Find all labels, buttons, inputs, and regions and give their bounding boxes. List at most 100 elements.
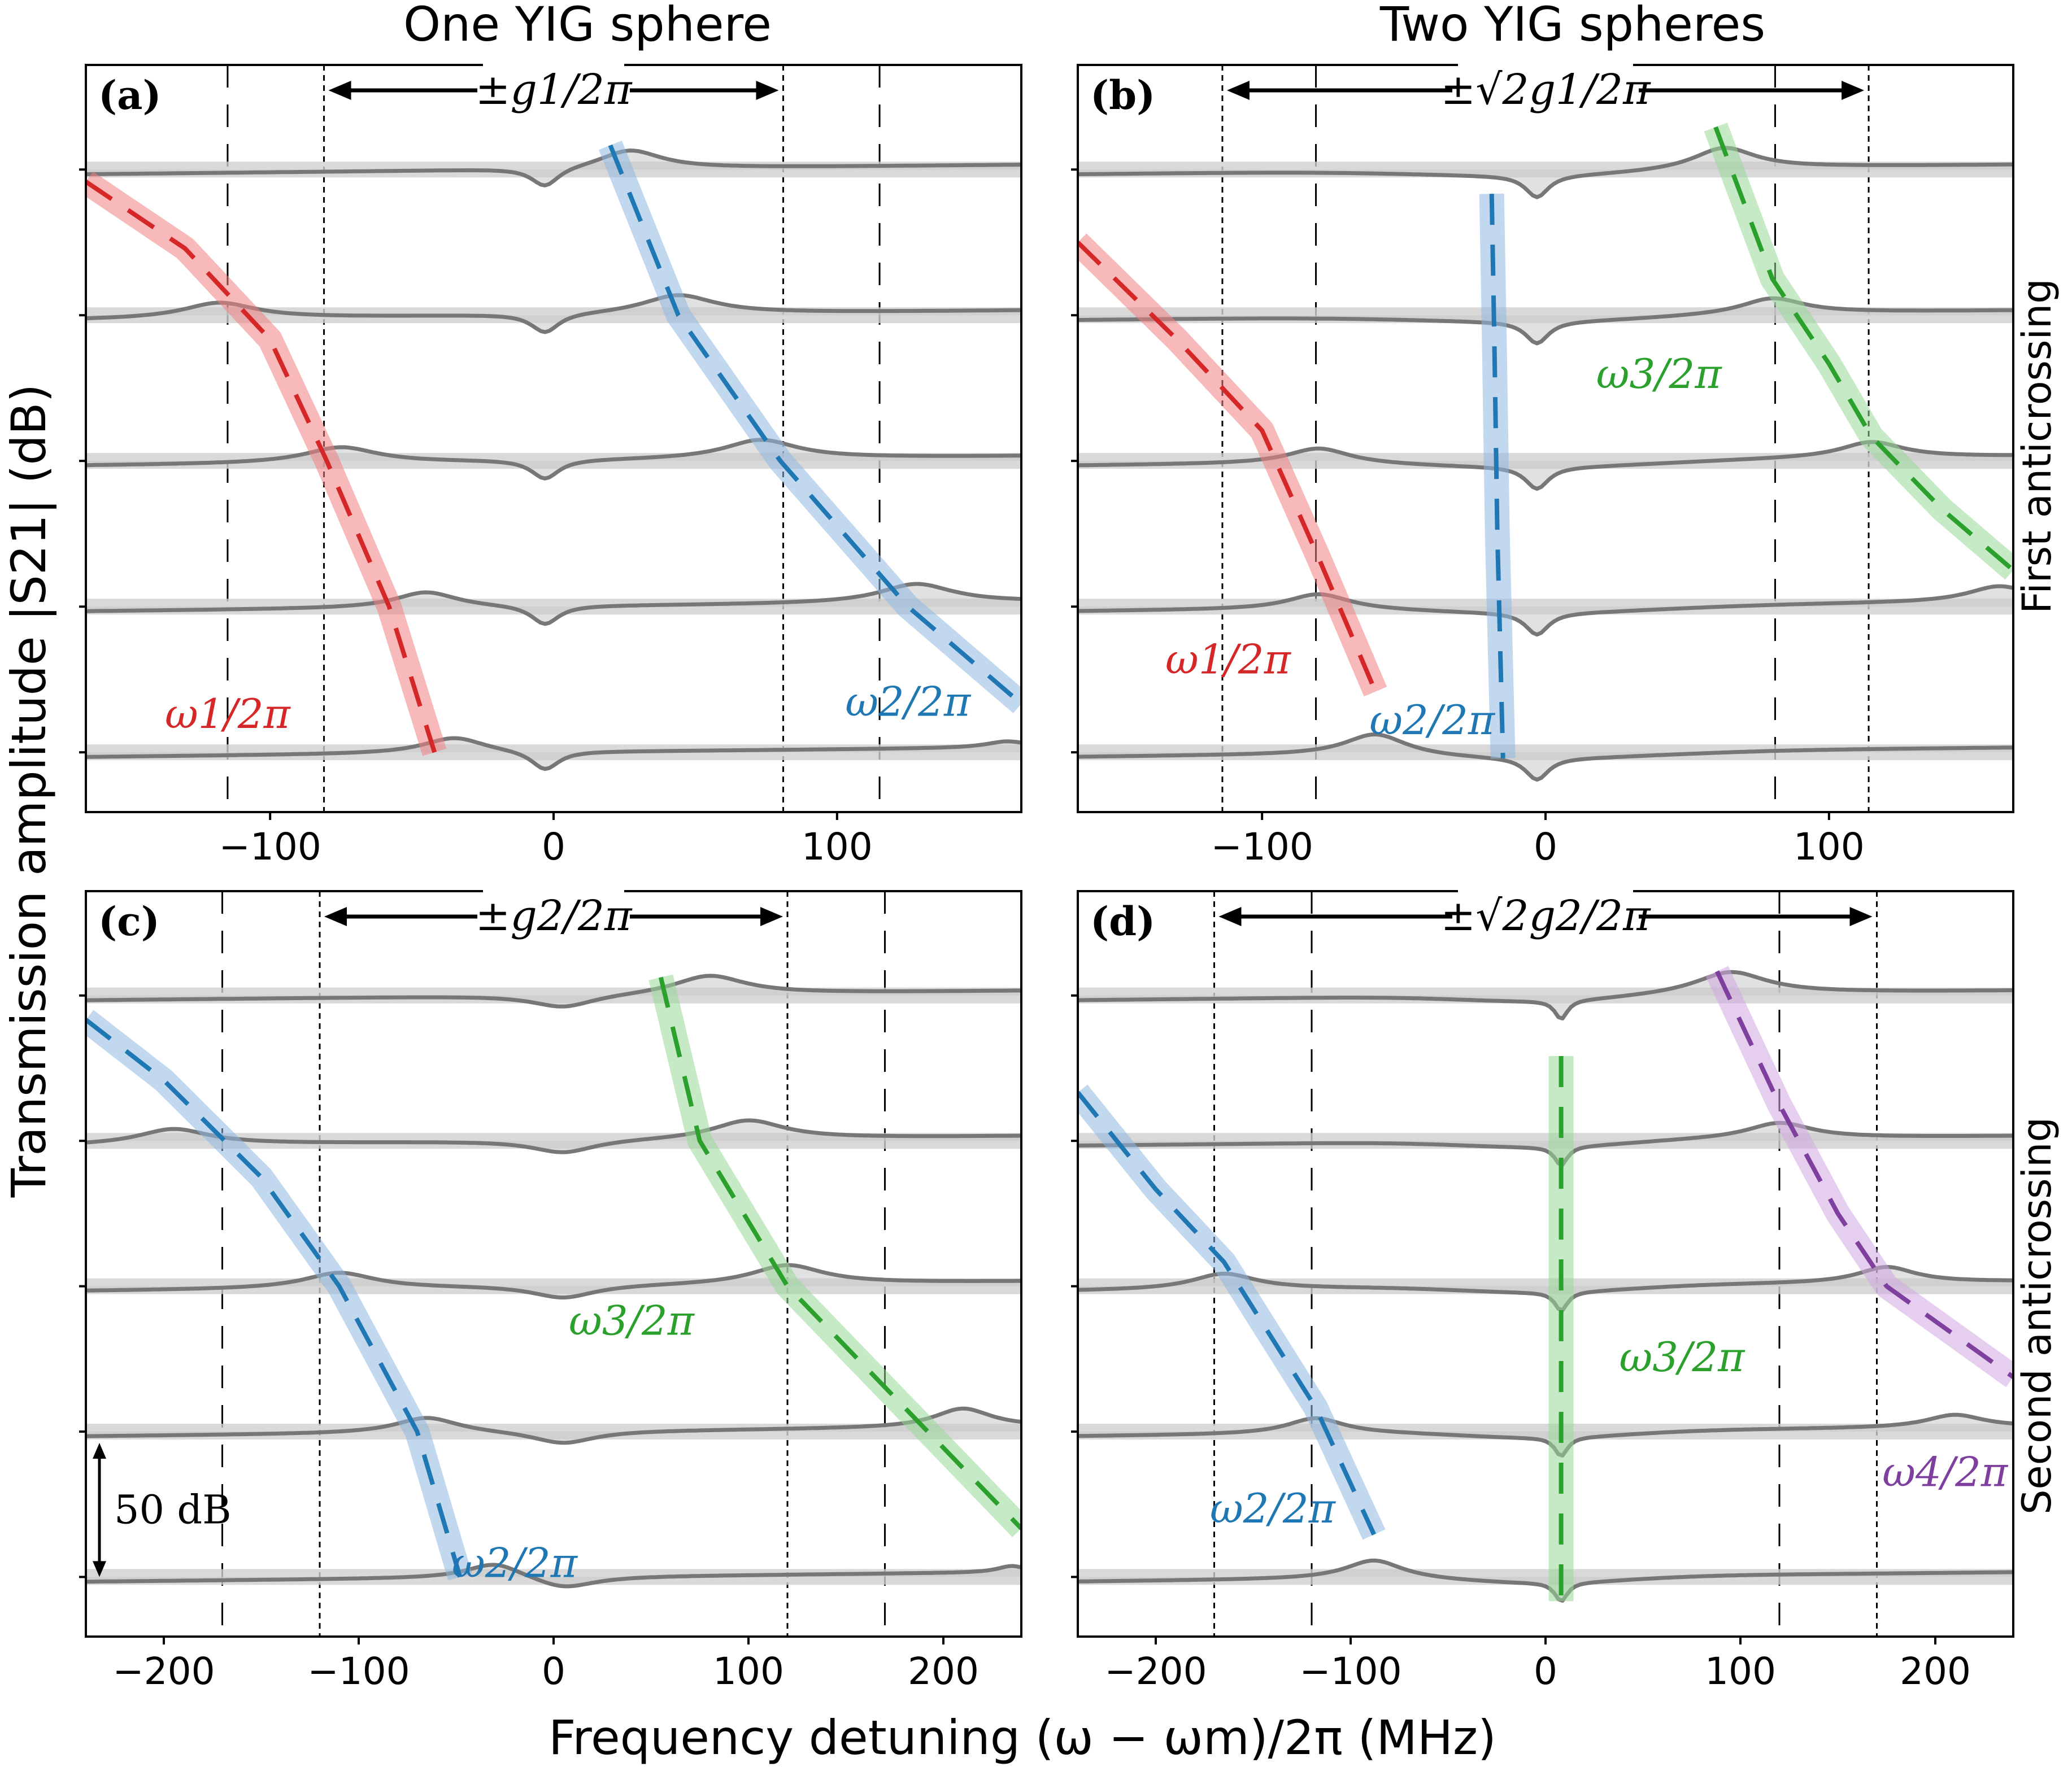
gap-label: ±√2g2/2π: [1440, 892, 1651, 940]
mode-dashed-line: [86, 180, 437, 753]
panel-b: ω1/2π ω2/2π ω3/2π −100 0 100 (b) ±√2g1/2π: [1071, 63, 2014, 869]
gap-annotation: ±√2g1/2π: [1226, 63, 1865, 114]
x-tick-label: 0: [1534, 825, 1557, 869]
gap-arrow-head-left: [328, 81, 351, 100]
trace-fill: [1078, 442, 2013, 489]
gap-arrow-head-right: [1842, 81, 1865, 100]
plot-area: [1078, 65, 2013, 812]
trace-line: [86, 1118, 1021, 1154]
gap-arrow-head-left: [1218, 907, 1242, 926]
x-tick-label: 200: [1900, 1650, 1971, 1693]
plot-area: [1078, 891, 2013, 1637]
trace-line: [1078, 146, 2013, 199]
x-tick-label: −200: [1104, 1650, 1207, 1693]
plot-area: [86, 65, 1021, 812]
panel-label: (c): [98, 898, 160, 945]
trace-fill: [86, 1408, 1021, 1443]
x-tick-label: 0: [542, 1650, 565, 1693]
mode-label: ω2/2π: [1210, 1485, 1337, 1532]
gap-annotation: ±g2/2π: [324, 889, 783, 940]
trace-line: [1078, 732, 2013, 782]
x-tick-label: −200: [112, 1650, 215, 1693]
gap-annotation: ±√2g2/2π: [1218, 889, 1873, 940]
trace-line: [86, 582, 1021, 626]
gap-arrow-head-left: [324, 907, 347, 926]
y-axis-label: Transmission amplitude |S21| (dB): [1, 384, 56, 1198]
mode-band: [1078, 1084, 1386, 1540]
trace-line: [86, 1406, 1021, 1445]
mode-label: ω3/2π: [569, 1297, 695, 1344]
mode-label: ω1/2π: [1165, 635, 1292, 683]
gap-label-bg: [1458, 63, 1633, 108]
mode-band: [648, 974, 1021, 1537]
trace-line: [1078, 296, 2013, 346]
trace-fill: [86, 738, 1021, 769]
mode-band: [1705, 966, 2013, 1388]
mode-label: ω3/2π: [1596, 350, 1723, 398]
col-title-right: Two YIG spheres: [1379, 0, 1765, 52]
plot-area: [86, 891, 1021, 1637]
gap-label-bg: [1458, 889, 1633, 935]
trace-fill: [1078, 734, 2013, 780]
gap-label-bg: [483, 889, 624, 935]
mode-dashed-line: [658, 976, 1021, 1530]
panel-a: ω1/2π ω2/2π −100 0 100 (a) ±g1/2π: [79, 63, 1022, 869]
trace-line: [86, 149, 1021, 187]
trace-line: [1078, 1120, 2013, 1167]
trace-line: [1078, 1412, 2013, 1458]
mode-dashed-line: [86, 1018, 463, 1578]
gap-arrow-head-right: [1849, 907, 1873, 926]
trace-line: [86, 974, 1021, 1009]
trace-fill: [1078, 1267, 2013, 1311]
mode-dashed-line: [1078, 1090, 1377, 1536]
mode-label: ω3/2π: [1620, 1333, 1746, 1381]
trace-line: [1078, 440, 2013, 491]
gap-arrow-head-right: [760, 907, 783, 926]
x-tick-label: −100: [1211, 825, 1313, 869]
mode-dashed-line: [1714, 970, 2013, 1379]
mode-dashed-line: [608, 144, 1021, 706]
trace-line: [86, 1563, 1021, 1589]
col-title-left: One YIG sphere: [403, 0, 772, 52]
mode-dashed-line: [1078, 241, 1378, 693]
mode-dashed-line: [1713, 126, 2013, 572]
mode-label: ω2/2π: [1369, 696, 1496, 744]
mode-label: ω4/2π: [1882, 1449, 2009, 1496]
mode-label: ω2/2π: [845, 678, 972, 726]
panel-label: (d): [1090, 898, 1155, 945]
trace-fill: [1078, 147, 2013, 198]
row-label-second: Second anticrossing: [2014, 1117, 2060, 1515]
trace-fill: [1078, 1123, 2013, 1165]
mode-band: [1704, 123, 2013, 580]
gap-label: ±√2g1/2π: [1440, 66, 1651, 114]
trace-line: [1078, 584, 2013, 637]
mode-label: ω1/2π: [165, 690, 291, 738]
x-tick-label: −100: [307, 1650, 410, 1693]
x-tick-label: 0: [542, 825, 565, 869]
trace-fill: [86, 295, 1021, 332]
trace-line: [86, 438, 1021, 481]
gap-label: ±g2/2π: [475, 892, 632, 940]
trace-line: [1078, 970, 2013, 1020]
x-tick-label: 200: [908, 1650, 979, 1693]
trace-line: [1078, 1558, 2013, 1603]
x-tick-label: 0: [1534, 1650, 1557, 1693]
scale-bar-head-bottom: [93, 1561, 106, 1577]
mode-band: [598, 141, 1021, 713]
mode-dashed-line: [1489, 194, 1505, 759]
x-tick-label: 100: [1794, 825, 1865, 869]
scale-bar-head-top: [93, 1443, 106, 1459]
gap-arrow-head-right: [756, 81, 779, 100]
scale-bar-label: 50 dB: [114, 1487, 232, 1533]
trace-fill: [1078, 586, 2013, 635]
gap-label-bg: [483, 63, 624, 108]
trace-line: [86, 1263, 1021, 1300]
x-tick-label: −100: [219, 825, 321, 869]
mode-label: ω2/2π: [452, 1539, 578, 1586]
x-tick-label: 100: [802, 825, 873, 869]
gap-arrow-head-left: [1226, 81, 1250, 100]
trace-fill: [86, 584, 1021, 624]
panels: ω1/2π ω2/2π −100 0 100 (a) ±g1/2π ω1/2π ω2/2π ω3/…: [79, 63, 2014, 1693]
trace-line: [86, 736, 1021, 771]
